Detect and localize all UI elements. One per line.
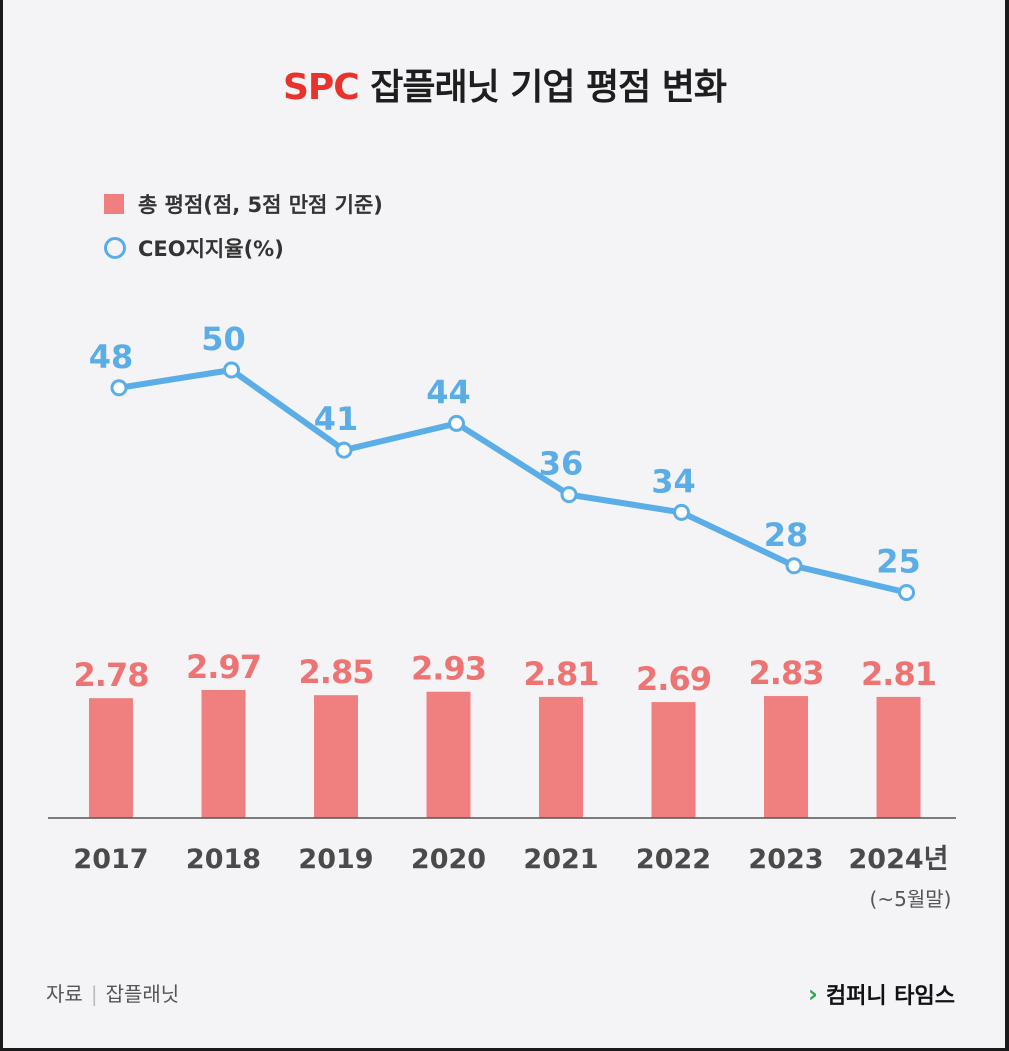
point-2023 (785, 557, 803, 575)
x-tick-2019: 2019 (298, 844, 373, 875)
line-label-2020: 44 (426, 373, 471, 411)
point-2020 (448, 414, 465, 432)
x-tick-2022: 2022 (636, 844, 711, 875)
legend-bar-label: 총 평점(점, 5점 만점 기준) (138, 193, 383, 217)
source-separator: | (90, 982, 98, 1006)
ceo-approval-line (116, 367, 910, 596)
point-2024년 (898, 584, 915, 601)
point-2022 (673, 503, 690, 521)
bar-series (89, 690, 921, 818)
bar-2023 (764, 696, 808, 818)
point-2018 (223, 361, 240, 379)
bar-label-2017: 2.78 (74, 656, 149, 694)
x-tick-2024년: 2024년 (849, 844, 949, 875)
title-rest: 잡플래닛 기업 평점 변화 (358, 67, 727, 108)
bar-label-2021: 2.81 (524, 655, 599, 693)
line-value-labels: 48 50 41 44 36 34 28 25 (89, 320, 921, 581)
publisher-logo: › 컴퍼니 타임스 (808, 978, 955, 1010)
line-label-2021: 36 (539, 445, 584, 483)
chevron-right-icon: › (808, 980, 818, 1008)
chart-title: SPC 잡플래닛 기업 평점 변화 (0, 58, 1009, 110)
line-label-2018: 50 (201, 320, 246, 358)
bar-2024년 (876, 696, 921, 818)
legend-line-swatch (104, 237, 126, 259)
bar-label-2024년: 2.81 (861, 655, 936, 693)
point-2019 (335, 441, 353, 459)
source-credit: 자료 | 잡플래닛 (46, 978, 179, 1007)
line-label-2019: 41 (314, 400, 359, 438)
legend-item-bar: 총 평점(점, 5점 만점 기준) (104, 186, 383, 222)
title-brand: SPC (282, 67, 360, 108)
x-tick-2018: 2018 (186, 844, 261, 875)
line-label-2022: 34 (651, 462, 696, 500)
bar-2020 (426, 691, 471, 818)
x-tick-2021: 2021 (523, 844, 598, 875)
x-tick-2020: 2020 (411, 844, 486, 875)
bar-2021 (539, 696, 583, 818)
x-tick-2017: 2017 (73, 844, 148, 875)
bar-label-2020: 2.93 (411, 650, 486, 688)
legend-bar-swatch (104, 194, 124, 214)
line-label-2024년: 25 (876, 543, 921, 581)
bar-2019 (314, 695, 358, 818)
bar-value-labels: 2.78 2.97 2.85 2.93 2.81 2.69 2.83 2.81 (74, 648, 937, 698)
bar-2018 (201, 690, 246, 818)
line-label-2023: 28 (764, 516, 809, 554)
bar-2017 (89, 698, 133, 818)
source-label: 자료 (46, 982, 83, 1006)
point-2017 (110, 379, 128, 397)
bar-label-2023: 2.83 (749, 654, 824, 692)
x-tick-2023: 2023 (748, 844, 823, 875)
x-axis-tick-labels: 2017 2018 2019 2020 2021 2022 2023 2024년 (~5월말) (73, 844, 951, 911)
bar-label-2022: 2.69 (636, 660, 711, 698)
bar-label-2018: 2.97 (186, 648, 261, 686)
publisher-name: 컴퍼니 타임스 (825, 984, 955, 1009)
legend-item-line: CEO지지율(%) (104, 230, 383, 266)
ceo-approval-points (110, 361, 915, 601)
line-label-2017: 48 (89, 338, 134, 376)
bar-2022 (651, 702, 696, 818)
legend-line-label: CEO지지율(%) (138, 237, 284, 261)
source-name: 잡플래닛 (105, 982, 180, 1006)
x-tick-note: (~5월말) (870, 887, 952, 911)
point-2021 (560, 486, 578, 504)
bar-label-2019: 2.85 (299, 653, 374, 691)
legend: 총 평점(점, 5점 만점 기준) CEO지지율(%) (104, 186, 383, 266)
